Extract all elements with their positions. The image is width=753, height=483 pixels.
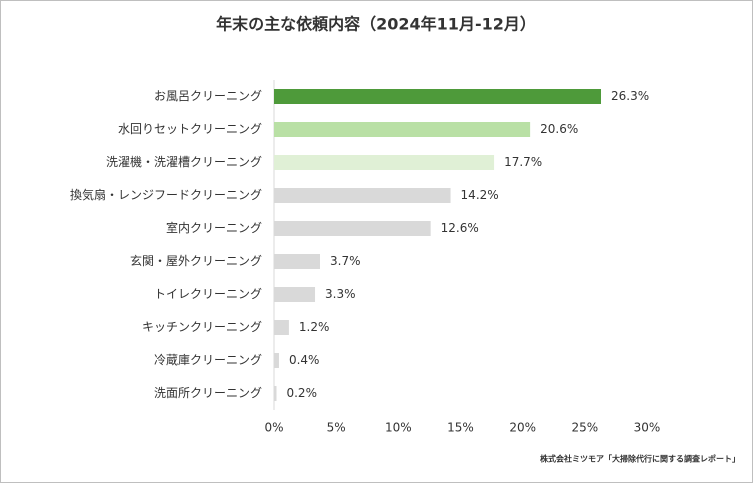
y-tick-label: 洗濯機・洗濯槽クリーニング [106,154,262,169]
bar [274,221,431,236]
bar [274,353,279,368]
y-tick-label: 換気扇・レンジフードクリーニング [70,187,262,202]
bar [274,188,451,203]
value-label: 26.3% [611,89,649,103]
y-tick-label: トイレクリーニング [154,287,262,301]
x-tick-label: 5% [327,421,346,435]
x-tick-label: 10% [385,421,412,435]
y-tick-label: 玄関・屋外クリーニング [130,253,262,268]
y-tick-label: キッチンクリーニング [142,320,262,334]
x-tick-label: 25% [571,421,598,435]
bar [274,122,531,137]
value-label: 12.6% [441,221,479,235]
x-tick-label: 20% [509,421,536,435]
bar [274,320,289,335]
bar [274,254,321,269]
bar [274,155,495,170]
y-tick-label: 冷蔵庫クリーニング [154,353,262,367]
x-tick-label: 30% [634,421,661,435]
x-tick-label: 0% [264,421,283,435]
value-label: 1.2% [299,320,330,334]
value-label: 14.2% [461,188,499,202]
value-label: 3.7% [330,254,361,268]
value-label: 0.2% [286,386,317,400]
value-label: 17.7% [504,155,542,169]
bar [274,89,601,104]
y-tick-label: 室内クリーニング [166,220,262,235]
y-tick-label: 水回りセットクリーニング [118,122,262,136]
source-note: 株式会社ミツモア「大掃除代行に関する調査レポート」 [540,454,740,464]
value-label: 3.3% [325,287,356,301]
y-tick-label: お風呂クリーニング [154,89,262,103]
value-label: 20.6% [540,122,578,136]
value-label: 0.4% [289,353,320,367]
bar [274,386,277,401]
x-tick-label: 15% [447,421,474,435]
chart-title: 年末の主な依頼内容（2024年11月-12月） [216,15,536,34]
y-tick-label: 洗面所クリーニング [154,386,262,400]
bar [274,287,316,302]
